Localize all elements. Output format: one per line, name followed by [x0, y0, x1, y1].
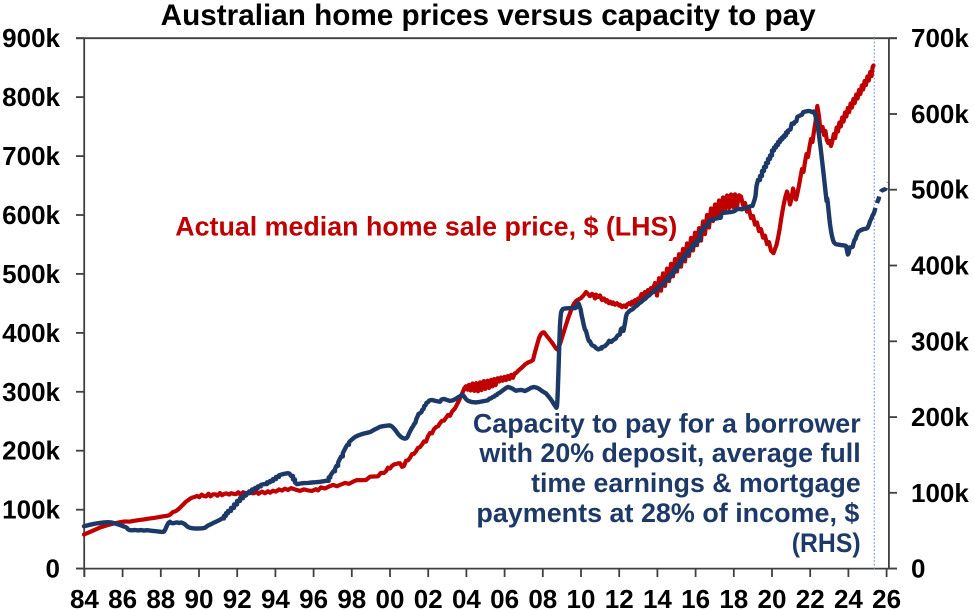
- svg-text:200k: 200k: [2, 436, 60, 466]
- svg-text:500k: 500k: [2, 259, 60, 289]
- svg-text:84: 84: [70, 584, 99, 610]
- svg-text:24: 24: [834, 584, 863, 610]
- svg-text:600k: 600k: [911, 99, 969, 129]
- svg-text:0: 0: [46, 554, 60, 584]
- svg-text:86: 86: [108, 584, 137, 610]
- svg-text:800k: 800k: [2, 82, 60, 112]
- svg-text:with 20% deposit, average full: with 20% deposit, average full: [478, 438, 860, 468]
- svg-text:22: 22: [796, 584, 825, 610]
- svg-text:Actual median home sale price,: Actual median home sale price, $ (LHS): [175, 211, 677, 241]
- svg-text:18: 18: [719, 584, 748, 610]
- svg-text:96: 96: [299, 584, 328, 610]
- svg-text:92: 92: [223, 584, 252, 610]
- svg-text:400k: 400k: [2, 318, 60, 348]
- svg-text:400k: 400k: [911, 251, 969, 281]
- svg-text:00: 00: [376, 584, 405, 610]
- svg-text:08: 08: [528, 584, 557, 610]
- svg-text:900k: 900k: [2, 23, 60, 53]
- svg-text:(RHS): (RHS): [792, 528, 861, 558]
- svg-text:500k: 500k: [911, 175, 969, 205]
- svg-text:26: 26: [872, 584, 901, 610]
- svg-text:time earnings & mortgage: time earnings & mortgage: [531, 468, 861, 498]
- svg-text:16: 16: [681, 584, 710, 610]
- svg-text:98: 98: [337, 584, 366, 610]
- svg-text:12: 12: [605, 584, 634, 610]
- svg-text:700k: 700k: [911, 23, 969, 53]
- svg-text:payments at 28% of income, $: payments at 28% of income, $: [476, 498, 859, 528]
- svg-text:100k: 100k: [2, 495, 60, 525]
- svg-text:Capacity to pay for a borrower: Capacity to pay for a borrower: [473, 408, 861, 438]
- svg-text:Australian home prices versus: Australian home prices versus capacity t…: [161, 0, 817, 32]
- svg-text:300k: 300k: [911, 326, 969, 356]
- svg-text:94: 94: [261, 584, 290, 610]
- svg-text:0: 0: [911, 554, 925, 584]
- svg-text:600k: 600k: [2, 200, 60, 230]
- svg-text:200k: 200k: [911, 402, 969, 432]
- svg-text:14: 14: [643, 584, 672, 610]
- svg-text:20: 20: [758, 584, 787, 610]
- svg-text:02: 02: [414, 584, 443, 610]
- svg-text:04: 04: [452, 584, 481, 610]
- svg-text:88: 88: [146, 584, 175, 610]
- svg-text:90: 90: [185, 584, 214, 610]
- svg-text:700k: 700k: [2, 141, 60, 171]
- svg-text:300k: 300k: [2, 377, 60, 407]
- svg-text:06: 06: [490, 584, 519, 610]
- svg-text:100k: 100k: [911, 478, 969, 508]
- svg-text:10: 10: [567, 584, 596, 610]
